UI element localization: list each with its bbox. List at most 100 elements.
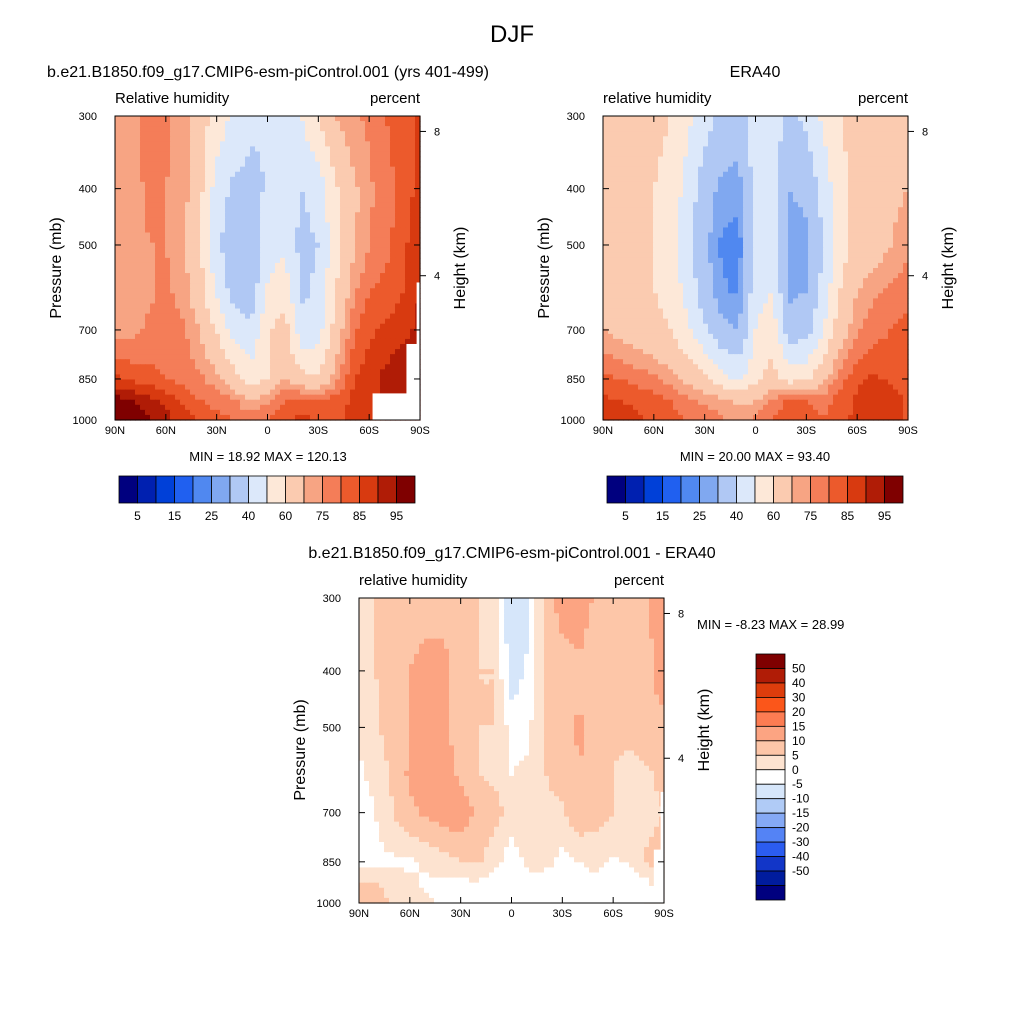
heatmap-cell [808,156,814,163]
heatmap-cell [733,212,739,218]
heatmap-cell [350,237,356,244]
heatmap-cell [783,212,789,218]
heatmap-cell [793,151,799,158]
heatmap-cell [693,161,699,168]
heatmap-cell [165,186,171,193]
heatmap-cell [130,389,136,396]
heatmap-cell [240,166,246,173]
heatmap-cell [220,146,226,153]
heatmap-cell [743,161,749,168]
heatmap-cell [310,161,316,168]
heatmap-cell [160,146,166,153]
heatmap-cell [215,328,221,335]
heatmap-cell [360,288,366,294]
heatmap-cell [275,344,281,350]
heatmap-cell [410,313,416,320]
heatmap-cell [708,202,714,208]
heatmap-cell [863,181,869,188]
heatmap-cell [405,227,411,234]
heatmap-cell [240,293,246,299]
heatmap-cell [783,156,789,163]
heatmap-cell [335,197,341,203]
heatmap-cell [360,293,366,299]
heatmap-cell [175,303,181,310]
heatmap-cell [803,121,809,127]
heatmap-cell [245,394,251,401]
heatmap-cell [265,273,271,279]
heatmap-cell [295,242,301,249]
heatmap-cell [768,186,774,193]
heatmap-cell [270,247,276,254]
heatmap-cell [245,323,251,330]
heatmap-cell [350,257,356,264]
heatmap-cell [150,171,156,178]
heatmap-cell [365,303,371,310]
heatmap-cell [200,404,206,411]
heatmap-cell [280,252,286,259]
heatmap-cell [155,369,161,375]
heatmap-cell [305,328,311,335]
heatmap-cell [628,176,634,183]
heatmap-cell [190,247,196,254]
heatmap-cell [275,151,281,158]
heatmap-cell [350,318,356,325]
heatmap-cell [180,318,186,325]
heatmap-cell [405,166,411,173]
heatmap-cell [225,354,231,360]
heatmap-cell [345,313,351,320]
heatmap-cell [320,409,326,416]
heatmap-cell [335,354,341,360]
heatmap-cell [310,374,316,381]
heatmap-cell [300,298,306,305]
heatmap-cell [230,283,236,289]
heatmap-cell [295,318,301,325]
heatmap-cell [235,349,241,355]
heatmap-cell [290,257,296,264]
heatmap-cell [250,222,256,229]
heatmap-cell [390,186,396,193]
heatmap-cell [255,404,261,411]
heatmap-cell [370,364,376,370]
heatmap-cell [120,328,126,335]
heatmap-cell [365,171,371,178]
heatmap-cell [225,394,231,401]
heatmap-cell [370,384,376,391]
heatmap-cell [315,298,321,305]
height-tick-label: 4 [434,271,440,283]
heatmap-cell [150,176,156,183]
heatmap-cell [385,136,391,142]
heatmap-cell [315,121,321,127]
heatmap-cell [808,166,814,173]
heatmap-cell [275,313,281,320]
heatmap-cell [868,136,874,142]
heatmap-cell [673,207,679,213]
heatmap-cell [340,161,346,168]
heatmap-cell [718,166,724,173]
heatmap-cell [180,273,186,279]
heatmap-cell [160,328,166,335]
heatmap-cell [230,349,236,355]
heatmap-cell [608,186,614,193]
heatmap-cell [230,374,236,381]
heatmap-cell [868,116,874,122]
heatmap-cell [395,252,401,259]
heatmap-cell [305,202,311,208]
heatmap-cell [180,141,186,147]
heatmap-cell [230,298,236,305]
heatmap-cell [165,364,171,370]
heatmap-cell [250,171,256,178]
heatmap-cell [808,141,814,147]
heatmap-cell [415,192,421,198]
heatmap-cell [130,257,136,264]
heatmap-cell [743,186,749,193]
heatmap-cell [195,374,201,381]
heatmap-cell [185,257,191,264]
heatmap-cell [350,232,356,239]
heatmap-cell [165,161,171,168]
heatmap-cell [808,136,814,142]
heatmap-cell [305,303,311,310]
colorbar-label: 95 [390,509,404,523]
heatmap-cell [215,237,221,244]
heatmap-cell [325,389,331,396]
heatmap-cell [280,404,286,411]
